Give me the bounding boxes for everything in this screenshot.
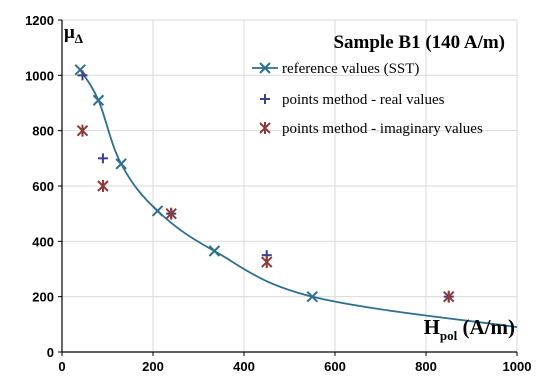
- series-0: [74, 64, 518, 328]
- grid: [62, 19, 518, 352]
- data-point: [208, 245, 221, 257]
- y-tick-label: 1000: [25, 68, 54, 83]
- data-point: [76, 124, 89, 137]
- y-tick-label: 600: [32, 179, 54, 194]
- data-point: [165, 207, 177, 220]
- legend-label: points method - imaginary values: [282, 121, 483, 137]
- x-tick-label: 0: [58, 359, 65, 374]
- legend-label: points method - real values: [282, 92, 445, 108]
- data-point: [97, 180, 109, 192]
- y-axis-label-main: μ: [64, 22, 75, 43]
- legend-marker: [259, 62, 271, 74]
- x-axis-label: Hpol (A/m): [424, 315, 515, 343]
- x-axis-label-unit: (A/m): [457, 315, 515, 339]
- tick-labels: 0 200 400 600 800 1000 0 200 400 600 800 1000 1200: [25, 13, 531, 374]
- x-tick-label: 1000: [503, 359, 532, 374]
- y-axis-label-sub: Δ: [75, 31, 83, 46]
- x-tick-label: 800: [415, 359, 437, 374]
- legend-item: points method - real values: [260, 92, 445, 108]
- y-tick-label: 1200: [25, 13, 54, 28]
- series: [74, 64, 518, 328]
- x-tick-label: 400: [233, 359, 255, 374]
- legend-marker: [260, 94, 270, 104]
- x-axis-label-main: H: [424, 315, 440, 339]
- data-point: [261, 256, 273, 269]
- y-tick-label: 200: [32, 290, 54, 305]
- data-point: [306, 290, 318, 303]
- chart-title: Sample B1 (140 A/m): [333, 32, 505, 53]
- data-point: [92, 94, 105, 106]
- y-axis-label: μΔ: [64, 22, 83, 46]
- x-tick-label: 600: [324, 359, 346, 374]
- data-point: [74, 64, 86, 76]
- y-tick-label: 800: [32, 124, 54, 139]
- series-line: [79, 69, 518, 328]
- series-2: [76, 124, 455, 303]
- legend-marker: [259, 122, 271, 134]
- data-point: [77, 70, 88, 81]
- y-tick-label: 0: [47, 345, 54, 360]
- x-axis-label-sub: pol: [440, 328, 458, 343]
- x-tick-label: 200: [142, 359, 164, 374]
- legend: reference values (SST) points method - re…: [252, 61, 483, 137]
- data-point: [151, 205, 164, 217]
- legend-item: points method - imaginary values: [259, 121, 483, 137]
- axes: [58, 19, 518, 356]
- legend-label: reference values (SST): [282, 61, 419, 77]
- data-point: [115, 158, 127, 170]
- data-point: [443, 290, 455, 303]
- data-point: [97, 153, 108, 164]
- y-tick-label: 400: [32, 234, 54, 249]
- legend-item: reference values (SST): [252, 61, 419, 77]
